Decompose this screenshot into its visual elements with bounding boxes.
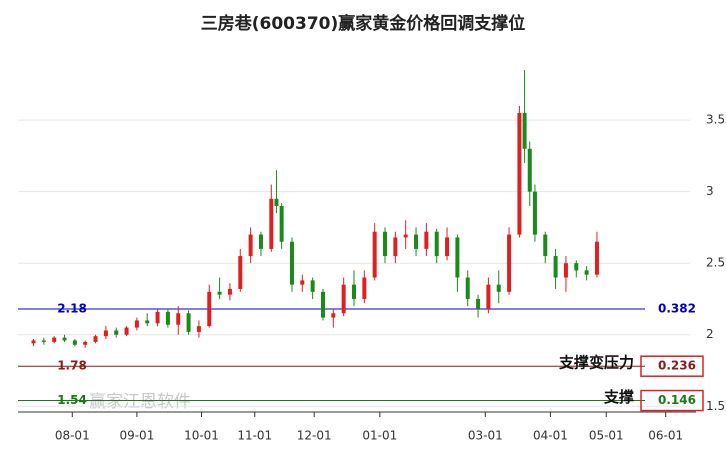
candle-body <box>522 112 527 149</box>
candle-body <box>594 241 599 275</box>
candle-body <box>393 237 398 257</box>
candle-body <box>124 327 129 335</box>
chart-title: 三房巷(600370)赢家黄金价格回调支撑位 <box>201 13 526 34</box>
candle-body <box>103 330 108 337</box>
level-price: 1.54 <box>57 393 87 407</box>
candle-body <box>238 256 243 289</box>
x-tick-label: 06-01 <box>648 429 683 443</box>
candle-body <box>217 291 222 295</box>
candle-body <box>563 263 568 278</box>
candle-body <box>134 320 139 328</box>
y-tick-label: 3.5 <box>706 113 725 127</box>
y-tick-label: 1.5 <box>706 399 725 413</box>
candle-body <box>331 313 336 318</box>
x-tick-label: 09-01 <box>119 429 154 443</box>
candle-body <box>455 237 460 278</box>
candle-body <box>62 337 67 341</box>
candle-body <box>424 231 429 249</box>
candle-body <box>258 234 263 249</box>
candle-body <box>186 313 191 332</box>
candle-body <box>434 231 439 257</box>
candle-body <box>403 234 408 238</box>
x-tick-label: 01-01 <box>362 429 397 443</box>
candle-body <box>31 340 36 344</box>
level-note: 支撑 <box>603 388 634 406</box>
candle-body <box>465 277 470 299</box>
level-ratio: 0.382 <box>658 301 696 315</box>
candle-body <box>320 291 325 318</box>
level-price: 1.78 <box>57 359 87 373</box>
candle-body <box>532 191 537 235</box>
x-tick-label: 04-01 <box>533 429 568 443</box>
candle-body <box>543 234 548 257</box>
level-price: 2.18 <box>57 301 87 315</box>
candle-body <box>248 234 253 257</box>
candle-body <box>496 284 501 292</box>
candle-body <box>476 298 481 309</box>
level-ratio: 0.146 <box>658 393 696 407</box>
candle-body <box>72 340 77 345</box>
candle-body <box>114 330 119 335</box>
candle-body <box>93 336 98 342</box>
candle-body <box>41 340 46 342</box>
candle-body <box>445 237 450 257</box>
level-note: 支撑变压力 <box>558 354 634 372</box>
level-box <box>640 389 704 412</box>
level-ratio: 0.236 <box>658 359 696 373</box>
candle-body <box>279 205 284 242</box>
candle-body <box>574 263 579 271</box>
candle-body <box>165 311 170 325</box>
candle-body <box>310 280 315 292</box>
candle-body <box>155 311 160 324</box>
y-tick-label: 3 <box>706 184 714 198</box>
x-tick-label: 10-01 <box>184 429 219 443</box>
candle-body <box>176 313 181 325</box>
candle-body <box>269 198 274 249</box>
candle-body <box>227 288 232 295</box>
candle-body <box>300 280 305 285</box>
candle-body <box>383 231 388 257</box>
candle-body <box>289 241 294 285</box>
x-tick-label: 11-01 <box>237 429 272 443</box>
candle-body <box>274 198 279 206</box>
candle-body <box>486 284 491 309</box>
x-tick-label: 05-01 <box>589 429 624 443</box>
level-box <box>640 355 704 377</box>
x-tick-label: 08-01 <box>55 429 90 443</box>
candle-body <box>83 341 88 345</box>
candle-body <box>507 234 512 292</box>
candle-body <box>527 148 532 192</box>
candle-body <box>145 320 150 324</box>
candle-body <box>372 231 377 278</box>
candle-body <box>517 112 522 235</box>
candle-body <box>362 277 367 299</box>
candle-body <box>341 284 346 314</box>
candle-body <box>52 337 57 342</box>
candle-body <box>196 326 201 332</box>
candle-body <box>553 256 558 278</box>
candle-body <box>207 291 212 327</box>
candle-body <box>414 234 419 249</box>
y-tick-label: 2.5 <box>706 256 725 270</box>
x-tick-label: 12-01 <box>297 429 332 443</box>
y-tick-label: 2 <box>706 327 714 341</box>
candle-body <box>352 284 356 299</box>
x-tick-label: 03-01 <box>468 429 503 443</box>
watermark: 赢家江恩软件 <box>89 392 191 412</box>
candle-body <box>584 270 589 275</box>
